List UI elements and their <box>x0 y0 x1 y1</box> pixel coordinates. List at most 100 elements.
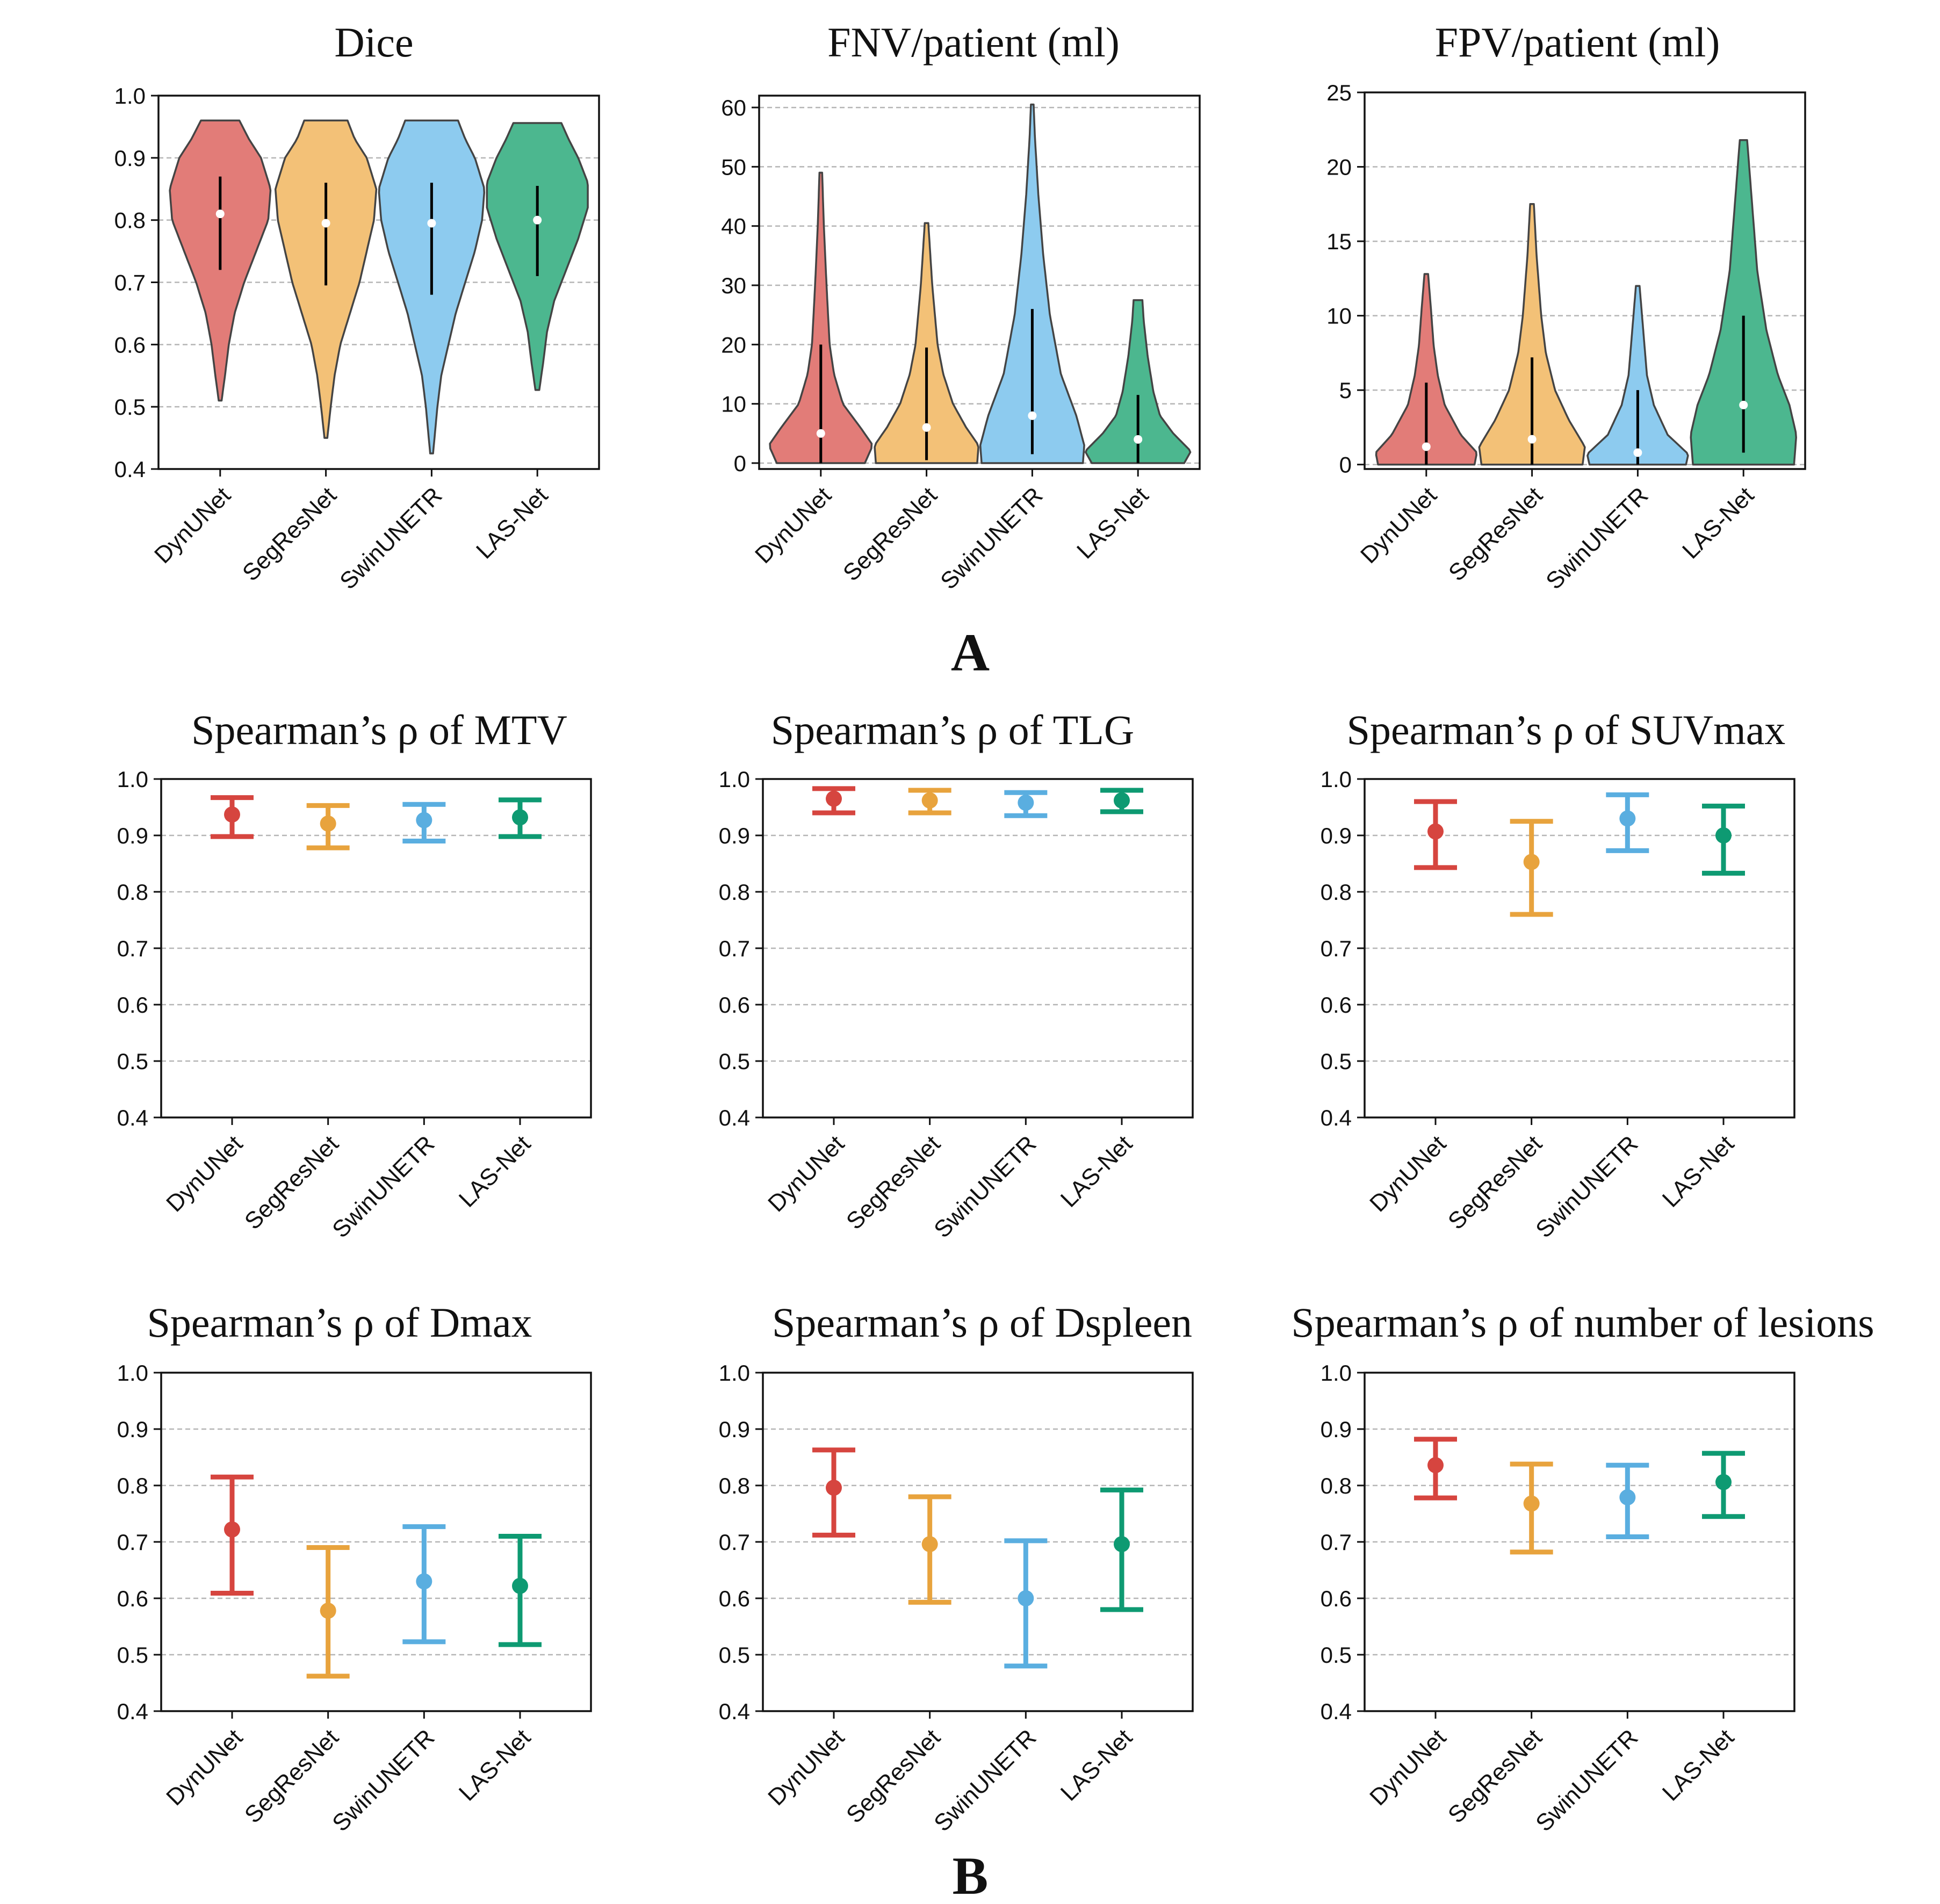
y-tick-label: 1.0 <box>117 767 148 792</box>
chart-title: Spearman’s ρ of Dspleen <box>772 1299 1192 1346</box>
y-tick-label: 40 <box>721 214 746 239</box>
errorbar-point-DynUNet <box>1427 823 1444 840</box>
violin-SegResNet <box>874 222 979 464</box>
y-tick-label: 0.7 <box>719 1530 750 1555</box>
plot-frame <box>762 1372 1194 1712</box>
chart-title: Spearman’s ρ of TLG <box>771 706 1135 753</box>
violin-median-SegResNet <box>321 219 330 228</box>
errorbar-point-LAS-Net <box>512 1577 528 1594</box>
errorbar-point-LAS-Net <box>1715 827 1732 843</box>
y-tick-label: 0.4 <box>117 1699 148 1724</box>
y-tick-label: 0.4 <box>719 1105 750 1130</box>
violin-DynUNet <box>1375 273 1477 466</box>
y-tick-label: 50 <box>721 154 746 179</box>
violin-SwinUNETR <box>1586 285 1689 466</box>
plot-frame <box>1364 1372 1795 1712</box>
errorbar-point-SwinUNETR <box>1018 1590 1034 1606</box>
y-tick-label: 20 <box>721 332 746 357</box>
plot-frame <box>758 95 1201 470</box>
y-tick-label: 1.0 <box>1321 1360 1352 1386</box>
errorbar-point-SegResNet <box>1523 1495 1540 1512</box>
y-tick-label: 0.7 <box>117 1530 148 1555</box>
y-tick-label: 0.8 <box>117 879 148 905</box>
errorbar-point-DynUNet <box>224 806 240 823</box>
violin-LAS-Net <box>1690 139 1797 466</box>
chart-title: Dice <box>334 19 413 66</box>
chart-title: Spearman’s ρ of SUVmax <box>1347 706 1786 753</box>
y-tick-label: 0.9 <box>117 823 148 848</box>
errorbar-point-DynUNet <box>224 1521 240 1538</box>
errorbar-point-SegResNet <box>320 1603 336 1619</box>
errorbar-point-SwinUNETR <box>416 1573 432 1590</box>
violin-median-LAS-Net <box>1739 400 1748 409</box>
errorbar-point-SegResNet <box>921 1536 938 1553</box>
chart-title: Spearman’s ρ of number of lesions <box>1291 1299 1874 1346</box>
y-tick-label: 0.5 <box>719 1642 750 1668</box>
y-tick-label: 25 <box>1326 80 1352 105</box>
y-tick-label: 0.8 <box>114 208 146 233</box>
y-tick-label: 0.6 <box>117 992 148 1018</box>
y-tick-label: 0.9 <box>1321 823 1352 848</box>
y-tick-label: 0.7 <box>114 270 146 295</box>
y-tick-label: 0.8 <box>719 879 750 905</box>
violin-median-DynUNet <box>1422 442 1431 451</box>
y-tick-label: 0.8 <box>1321 1473 1352 1498</box>
y-tick-label: 0.9 <box>114 146 146 171</box>
errorbar-point-SwinUNETR <box>1018 795 1034 811</box>
y-tick-label: 10 <box>1326 304 1352 329</box>
y-tick-label: 15 <box>1326 229 1352 254</box>
violin-median-SwinUNETR <box>1028 411 1037 420</box>
y-tick-label: 20 <box>1326 155 1352 180</box>
y-tick-label: 30 <box>721 273 746 298</box>
y-tick-label: 0.6 <box>1321 1586 1352 1611</box>
errorbar-point-LAS-Net <box>1715 1474 1732 1490</box>
y-tick-label: 0.7 <box>1321 1530 1352 1555</box>
y-tick-label: 60 <box>721 95 746 120</box>
errorbar-point-SwinUNETR <box>416 812 432 828</box>
y-tick-label: 0.6 <box>117 1586 148 1611</box>
chart-title: Spearman’s ρ of MTV <box>191 706 567 753</box>
y-tick-label: 0 <box>1339 452 1352 478</box>
y-tick-label: 0.4 <box>117 1105 148 1130</box>
y-tick-label: 0.9 <box>719 1417 750 1442</box>
errorbar-point-SegResNet <box>921 792 938 809</box>
y-tick-label: 0.8 <box>117 1473 148 1498</box>
y-tick-label: 5 <box>1339 378 1352 403</box>
y-tick-label: 0.4 <box>1321 1699 1352 1724</box>
panel-label-b: B <box>953 1846 989 1904</box>
y-tick-label: 1.0 <box>114 83 146 109</box>
violin-median-SwinUNETR <box>1633 448 1642 457</box>
violin-median-DynUNet <box>816 429 825 438</box>
plot-frame <box>160 778 592 1119</box>
violin-SegResNet <box>1478 203 1586 466</box>
y-tick-label: 0.7 <box>117 936 148 961</box>
errorbar-point-DynUNet <box>826 1480 842 1496</box>
y-tick-label: 0 <box>734 451 746 476</box>
y-tick-label: 0.7 <box>1321 936 1352 961</box>
y-tick-label: 0.5 <box>1321 1049 1352 1074</box>
plot-frame <box>1364 778 1795 1119</box>
y-tick-label: 0.9 <box>1321 1417 1352 1442</box>
y-tick-label: 0.4 <box>719 1699 750 1724</box>
chart-title: Spearman’s ρ of Dmax <box>147 1299 532 1346</box>
y-tick-label: 0.5 <box>114 394 146 420</box>
violin-median-SwinUNETR <box>427 219 436 228</box>
violin-LAS-Net <box>1085 299 1192 464</box>
y-tick-label: 1.0 <box>117 1360 148 1386</box>
violin-median-SegResNet <box>1527 435 1537 444</box>
errorbar-point-LAS-Net <box>512 809 528 826</box>
errorbar-point-SegResNet <box>1523 854 1540 870</box>
y-tick-label: 0.9 <box>719 823 750 848</box>
y-tick-label: 0.9 <box>117 1417 148 1442</box>
errorbar-point-SwinUNETR <box>1619 810 1636 827</box>
y-tick-label: 0.5 <box>719 1049 750 1074</box>
y-tick-label: 0.6 <box>719 1586 750 1611</box>
y-tick-label: 0.6 <box>719 992 750 1018</box>
violin-median-SegResNet <box>922 423 931 432</box>
violin-SwinUNETR <box>979 103 1085 464</box>
plot-frame <box>157 95 600 470</box>
y-tick-label: 0.6 <box>1321 992 1352 1018</box>
panel-label-a: A <box>951 623 990 682</box>
errorbar-point-LAS-Net <box>1114 1536 1130 1553</box>
